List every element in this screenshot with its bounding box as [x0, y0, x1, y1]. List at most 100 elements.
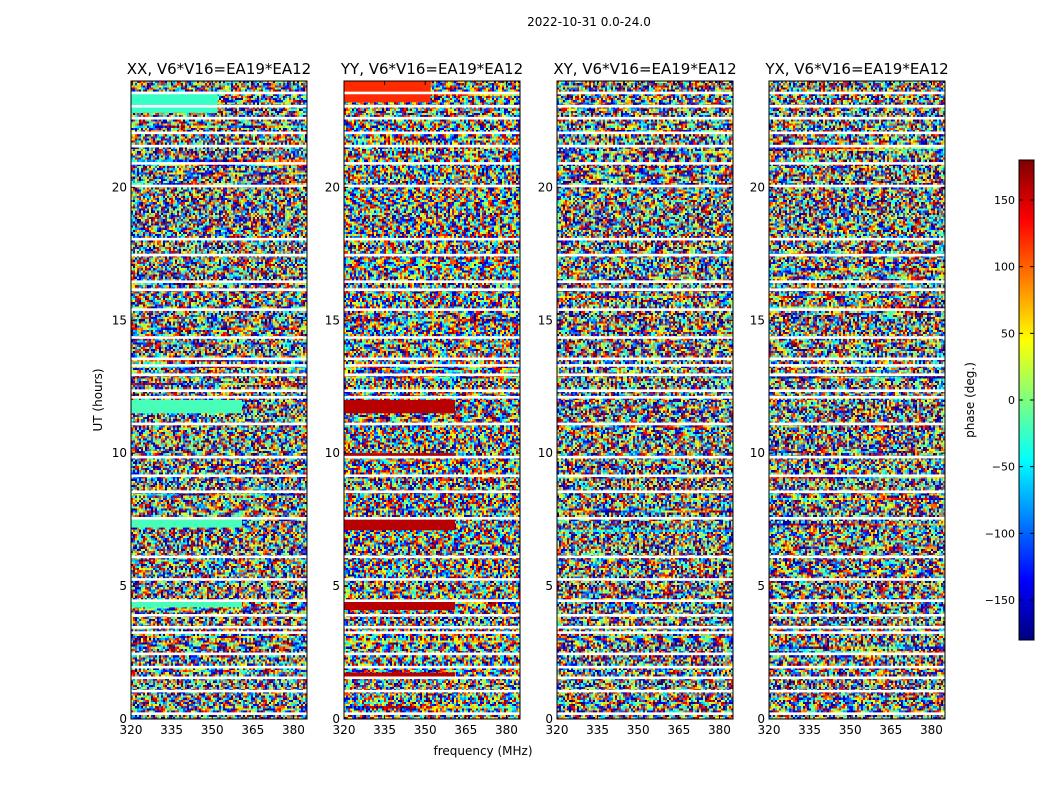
flagged-row: [769, 131, 945, 135]
flagged-row: [131, 144, 307, 148]
x-tick-label: 335: [160, 723, 183, 737]
x-tick-label: 380: [920, 723, 943, 737]
flagged-row: [557, 422, 733, 426]
flagged-row: [557, 184, 733, 188]
flagged-row: [557, 91, 733, 95]
flagged-row: [131, 253, 307, 257]
x-tick-label: 320: [333, 723, 356, 737]
x-tick-label: 380: [282, 723, 305, 737]
coherent-band: [344, 400, 456, 414]
panel-title: XX, V6*V16=EA19*EA12: [127, 60, 311, 78]
y-tick-label: 15: [112, 313, 127, 327]
flagged-row: [344, 389, 520, 392]
colorbar-tick-label: −50: [992, 461, 1015, 474]
flagged-row: [769, 490, 945, 494]
flagged-row: [131, 652, 307, 656]
flagged-row: [557, 308, 733, 311]
panel: XY, V6*V16=EA19*EA12 320 335 350 365 380 0 5 10 1…: [538, 60, 737, 737]
panels: XX, V6*V16=EA19*EA12 320 335 350 365 380 0 5 10 1…: [112, 60, 949, 737]
flagged-row: [769, 364, 945, 367]
flagged-row: [131, 364, 307, 367]
panel-frame: [556, 80, 734, 720]
panel-frame: [768, 80, 946, 720]
coherent-band: [131, 516, 243, 528]
panel: YY, V6*V16=EA19*EA12 320 335 350 365 380 0 5 10 1…: [325, 60, 523, 737]
flagged-row: [769, 712, 945, 715]
phase-image: [557, 81, 733, 719]
coherent-band: [131, 91, 218, 113]
flagged-row: [344, 116, 520, 120]
colorbar: 150 100 50 0 −50 −100 −150: [985, 159, 1035, 641]
y-tick-label: 20: [750, 180, 765, 194]
flagged-row: [344, 578, 520, 581]
colorbar-label: phase (deg.): [963, 362, 977, 438]
flagged-row: [769, 652, 945, 656]
flagged-row: [344, 336, 520, 339]
flagged-row: [769, 237, 945, 241]
x-tick-label: 365: [241, 723, 264, 737]
y-tick-label: 10: [538, 446, 553, 460]
flagged-row: [344, 455, 520, 459]
flagged-row: [344, 422, 520, 426]
flagged-row: [769, 689, 945, 693]
flagged-row: [557, 614, 733, 617]
flagged-row: [557, 712, 733, 715]
flagged-row: [131, 308, 307, 311]
flagged-row: [344, 184, 520, 188]
flagged-row: [769, 631, 945, 634]
x-axis-label: frequency (MHz): [433, 744, 532, 758]
flagged-row: [557, 474, 733, 478]
flagged-row: [769, 308, 945, 311]
flagged-row: [131, 373, 307, 377]
y-tick-label: 5: [757, 579, 765, 593]
panel: XX, V6*V16=EA19*EA12 320 335 350 365 380 0 5 10 1…: [112, 60, 312, 737]
coherent-band: [344, 81, 431, 103]
flagged-row: [557, 631, 733, 634]
flagged-row: [131, 184, 307, 188]
flagged-row: [344, 689, 520, 693]
flagged-row: [557, 555, 733, 559]
flagged-row: [344, 665, 520, 669]
y-tick-label: 0: [119, 712, 127, 726]
coherent-band: [344, 672, 456, 678]
flagged-row: [344, 288, 520, 291]
flagged-row: [131, 631, 307, 634]
flagged-row: [344, 162, 520, 165]
panel-frame: [130, 80, 308, 720]
y-tick-label: 10: [750, 446, 765, 460]
panel-title: YX, V6*V16=EA19*EA12: [764, 60, 948, 78]
flagged-row: [557, 599, 733, 603]
flagged-row: [131, 599, 307, 603]
flagged-row: [344, 631, 520, 634]
y-axis-label: UT (hours): [91, 368, 105, 431]
panel-frame: [343, 80, 521, 720]
y-tick-label: 5: [545, 579, 553, 593]
flagged-row: [344, 237, 520, 241]
coherent-band: [344, 519, 456, 531]
flagged-row: [344, 614, 520, 617]
y-tick-label: 0: [332, 712, 340, 726]
y-tick-label: 20: [325, 180, 340, 194]
flagged-row: [769, 455, 945, 459]
flagged-row: [131, 162, 307, 165]
x-tick-label: 335: [798, 723, 821, 737]
flagged-row: [131, 389, 307, 392]
flagged-row: [557, 288, 733, 291]
flagged-row: [769, 253, 945, 257]
x-tick-label: 320: [546, 723, 569, 737]
colorbar-tick-label: 0: [1008, 394, 1015, 407]
flagged-row: [344, 144, 520, 148]
flagged-row: [769, 422, 945, 426]
flagged-row: [344, 253, 520, 257]
x-tick-label: 350: [414, 723, 437, 737]
flagged-row: [557, 578, 733, 581]
flagged-row: [769, 599, 945, 603]
flagged-row: [557, 665, 733, 669]
flagged-row: [769, 373, 945, 377]
flagged-row: [557, 357, 733, 361]
flagged-row: [344, 516, 520, 520]
flagged-row: [131, 712, 307, 715]
flagged-row: [344, 308, 520, 311]
flagged-row: [131, 490, 307, 494]
colorbar-tick-label: −150: [985, 594, 1015, 607]
